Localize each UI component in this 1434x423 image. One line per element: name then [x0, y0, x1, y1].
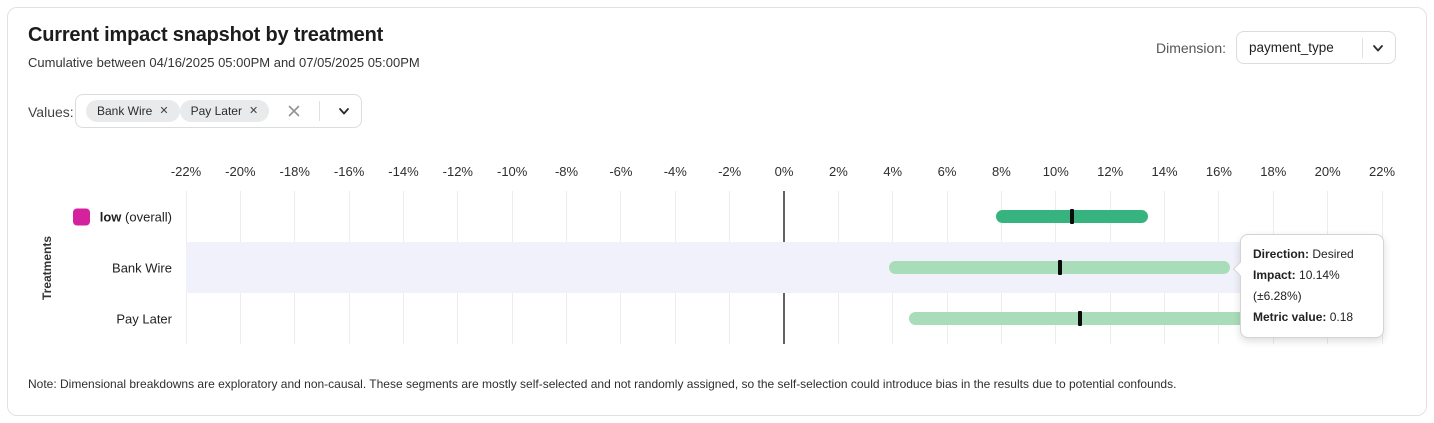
x-axis-tick-label: 4% [883, 164, 903, 179]
treatment-row-label: Bank Wire [112, 260, 172, 275]
x-axis-tick-label: 8% [992, 164, 1011, 179]
tooltip-direction-row: Direction: Desired [1253, 247, 1354, 261]
x-axis-tick-label: 14% [1151, 164, 1178, 179]
x-axis-tick-label: -18% [279, 164, 310, 179]
dimension-selected-value: payment_type [1249, 40, 1334, 55]
date-range-subtitle: Cumulative between 04/16/2025 05:00PM an… [28, 55, 420, 70]
x-axis-tick-label: -16% [333, 164, 365, 179]
remove-chip-icon[interactable]: ✕ [159, 104, 169, 117]
legend-swatch [72, 208, 90, 225]
value-chip-label: Bank Wire [97, 104, 153, 118]
chevron-down-icon[interactable] [337, 104, 351, 118]
page-title: Current impact snapshot by treatment [28, 24, 384, 46]
x-axis-tick-label: -20% [225, 164, 256, 179]
x-axis-tick-label: 16% [1205, 164, 1232, 179]
treatment-row-label: Pay Later [116, 311, 172, 326]
x-axis-tick-label: 18% [1260, 164, 1287, 179]
x-axis-tick-label: 12% [1097, 164, 1124, 179]
y-axis-title: Treatments [40, 235, 54, 301]
values-divider [319, 101, 321, 121]
value-chip: Bank Wire ✕ [86, 100, 180, 122]
x-axis-tick-label: -6% [609, 164, 633, 179]
impact-center-tick [1070, 209, 1075, 224]
x-axis-tick-label: 10% [1042, 164, 1069, 179]
values-multiselect[interactable]: Bank Wire ✕ Pay Later ✕ [75, 94, 363, 128]
dimension-select[interactable]: payment_type [1236, 31, 1396, 64]
x-axis-tick-label: 0% [774, 164, 794, 179]
x-axis-tick-label: -4% [663, 164, 687, 179]
tooltip-metric-row: Metric value: 0.18 [1253, 310, 1354, 324]
dimension-label: Dimension: [1155, 40, 1226, 56]
chips-container: Bank Wire ✕ Pay Later ✕ [86, 100, 270, 122]
remove-chip-icon[interactable]: ✕ [248, 104, 259, 117]
values-label: Values: [28, 104, 74, 120]
value-chip-label: Pay Later [190, 104, 242, 118]
select-divider [1362, 37, 1363, 58]
x-axis-tick-label: 6% [937, 164, 957, 179]
x-axis-tick-label: -2% [718, 164, 742, 179]
tooltip: Direction: Desired Impact: 10.14% (±6.28… [1232, 234, 1384, 338]
impact-center-tick [1078, 311, 1083, 326]
tooltip-impact-row: Impact: 10.14% (±6.28%) [1253, 268, 1340, 303]
x-axis-tick-label: -12% [442, 164, 473, 179]
x-axis-tick-label: 2% [828, 164, 848, 179]
x-axis-tick-label: 20% [1314, 164, 1341, 179]
impact-center-tick [1057, 260, 1062, 275]
x-axis-tick-label: -10% [496, 164, 528, 179]
x-axis-tick-label: 22% [1368, 164, 1396, 179]
treatment-row-label: low (overall) [72, 208, 172, 225]
footnote: Note: Dimensional breakdowns are explora… [28, 377, 1177, 391]
chevron-down-icon [1371, 41, 1385, 55]
x-axis-tick-label: -14% [388, 164, 419, 179]
value-chip: Pay Later ✕ [179, 100, 270, 122]
impact-snapshot-card [7, 7, 1427, 416]
x-axis-tick-label: -8% [554, 164, 579, 179]
x-axis-tick-label: -22% [170, 164, 202, 179]
clear-all-icon[interactable] [286, 103, 302, 119]
